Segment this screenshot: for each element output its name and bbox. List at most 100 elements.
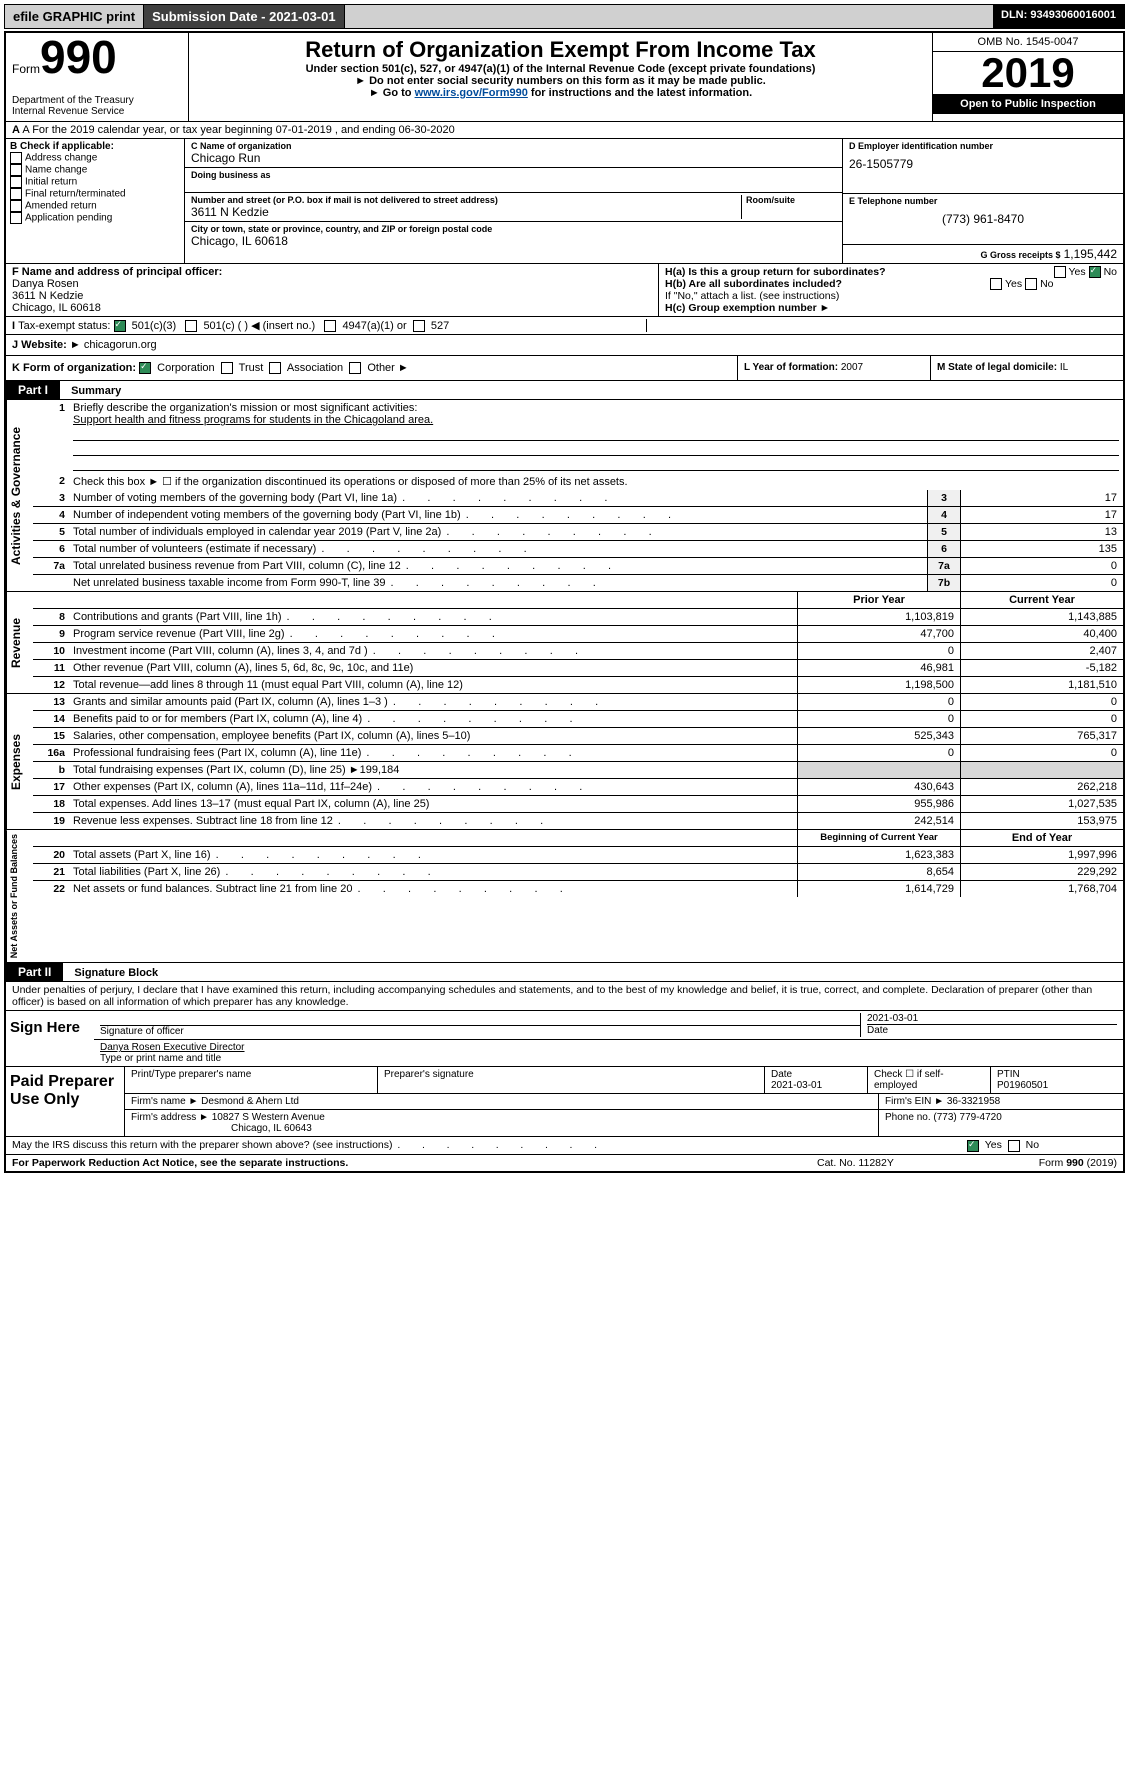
s22-desc: Net assets or fund balances. Subtract li… <box>69 881 797 897</box>
l-label: L Year of formation: <box>744 362 838 373</box>
officer-addr2: Chicago, IL 60618 <box>12 302 652 314</box>
check-other[interactable] <box>349 362 361 374</box>
s13-prior: 0 <box>797 694 960 710</box>
ein-label: D Employer identification number <box>849 141 1117 151</box>
b-opt-1: Name change <box>25 165 87 176</box>
s17-desc: Other expenses (Part IX, column (A), lin… <box>69 779 797 795</box>
dba-label: Doing business as <box>191 170 836 180</box>
firm-phone: (773) 779-4720 <box>933 1112 1001 1123</box>
org-name-label: C Name of organization <box>191 141 836 151</box>
check-trust[interactable] <box>221 362 233 374</box>
goto-note: Go to www.irs.gov/Form990 for instructio… <box>195 87 926 99</box>
discuss-no[interactable] <box>1008 1140 1020 1152</box>
vlabel-governance: Activities & Governance <box>6 400 33 591</box>
s4-desc: Number of independent voting members of … <box>69 507 927 523</box>
check-application-pending[interactable] <box>10 212 22 224</box>
discuss-yes-lbl: Yes <box>985 1139 1002 1151</box>
s10-curr: 2,407 <box>960 643 1123 659</box>
s8-desc: Contributions and grants (Part VIII, lin… <box>69 609 797 625</box>
officer-addr1: 3611 N Kedzie <box>12 290 652 302</box>
opt-4947: 4947(a)(1) or <box>342 320 406 332</box>
firm-ein: 36-3321958 <box>947 1096 1000 1107</box>
hb-no[interactable] <box>1025 278 1037 290</box>
check-name-change[interactable] <box>10 164 22 176</box>
hdr-beg: Beginning of Current Year <box>797 830 960 846</box>
prep-date-hdr: Date <box>771 1069 792 1080</box>
section-k: K Form of organization: Corporation Trus… <box>6 356 738 380</box>
s13-num: 13 <box>33 694 69 710</box>
s3-num: 3 <box>33 490 69 506</box>
mission-text: Support health and fitness programs for … <box>73 414 433 426</box>
s11-prior: 46,981 <box>797 660 960 676</box>
revenue-body: Prior YearCurrent Year 8Contributions an… <box>33 592 1123 693</box>
s21-desc: Total liabilities (Part X, line 26) <box>69 864 797 880</box>
s20-beg: 1,623,383 <box>797 847 960 863</box>
prep-check-hdr: Check ☐ if self-employed <box>868 1067 991 1093</box>
discuss-yes[interactable] <box>967 1140 979 1152</box>
check-527[interactable] <box>413 320 425 332</box>
ha-yes-lbl: Yes <box>1069 266 1086 278</box>
s16b-curr <box>960 762 1123 778</box>
ha-no[interactable] <box>1089 266 1101 278</box>
section-m: M State of legal domicile: IL <box>931 356 1123 380</box>
addr-label: Number and street (or P.O. box if mail i… <box>191 195 741 205</box>
check-corporation[interactable] <box>139 362 151 374</box>
s6-num: 6 <box>33 541 69 557</box>
section-deg: D Employer identification number 26-1505… <box>843 139 1123 263</box>
prep-ptin-hdr: PTIN <box>997 1069 1020 1080</box>
part1-bar: Part I Summary <box>6 381 1123 400</box>
website-value: chicagorun.org <box>84 339 157 351</box>
check-address-change[interactable] <box>10 152 22 164</box>
sign-date-label: Date <box>867 1024 1117 1036</box>
klm-row: K Form of organization: Corporation Trus… <box>6 356 1123 381</box>
summary-governance: Activities & Governance 1Briefly describ… <box>6 400 1123 592</box>
status-label: Tax-exempt status: <box>18 320 110 332</box>
check-4947[interactable] <box>324 320 336 332</box>
officer-label: F Name and address of principal officer: <box>12 266 652 278</box>
ha-yes[interactable] <box>1054 266 1066 278</box>
s6-box: 6 <box>927 541 960 557</box>
top-toolbar: efile GRAPHIC print Submission Date - 20… <box>4 4 1125 29</box>
check-amended-return[interactable] <box>10 200 22 212</box>
s14-num: 14 <box>33 711 69 727</box>
s14-curr: 0 <box>960 711 1123 727</box>
sign-here-label: Sign Here <box>6 1011 94 1066</box>
s7a-desc: Total unrelated business revenue from Pa… <box>69 558 927 574</box>
s18-curr: 1,027,535 <box>960 796 1123 812</box>
s21-beg: 8,654 <box>797 864 960 880</box>
check-association[interactable] <box>269 362 281 374</box>
k-trust: Trust <box>239 362 264 374</box>
k-other: Other ► <box>367 362 408 374</box>
s7a-num: 7a <box>33 558 69 574</box>
check-final-return[interactable] <box>10 188 22 200</box>
s11-desc: Other revenue (Part VIII, column (A), li… <box>69 660 797 676</box>
s20-num: 20 <box>33 847 69 863</box>
s8-curr: 1,143,885 <box>960 609 1123 625</box>
s15-num: 15 <box>33 728 69 744</box>
opt-527: 527 <box>431 320 449 332</box>
irs-link[interactable]: www.irs.gov/Form990 <box>415 87 528 99</box>
s16b-desc: Total fundraising expenses (Part IX, col… <box>69 762 797 778</box>
check-501c[interactable] <box>185 320 197 332</box>
submission-date-button[interactable]: Submission Date - 2021-03-01 <box>144 5 345 28</box>
hc-label: H(c) Group exemption number ► <box>665 302 1117 314</box>
s2-desc: Check this box ► ☐ if the organization d… <box>69 473 1123 490</box>
officer-printed-name: Danya Rosen Executive Director <box>100 1042 1117 1053</box>
prep-ptin: P01960501 <box>997 1080 1048 1091</box>
check-501c3[interactable] <box>114 320 126 332</box>
room-label: Room/suite <box>746 195 836 205</box>
check-initial-return[interactable] <box>10 176 22 188</box>
form-number: 990 <box>40 37 117 77</box>
department-label: Department of the Treasury Internal Reve… <box>12 95 182 117</box>
firm-addr-label: Firm's address ► <box>131 1112 209 1123</box>
form-subtitle: Under section 501(c), 527, or 4947(a)(1)… <box>195 63 926 75</box>
goto-post: for instructions and the latest informat… <box>528 87 752 99</box>
summary-revenue: Revenue Prior YearCurrent Year 8Contribu… <box>6 592 1123 694</box>
s14-desc: Benefits paid to or for members (Part IX… <box>69 711 797 727</box>
efile-button[interactable]: efile GRAPHIC print <box>5 5 144 28</box>
footer-cat: Cat. No. 11282Y <box>817 1157 977 1169</box>
s15-desc: Salaries, other compensation, employee b… <box>69 728 797 744</box>
s1-num: 1 <box>33 400 69 473</box>
hb-yes[interactable] <box>990 278 1002 290</box>
s17-curr: 262,218 <box>960 779 1123 795</box>
